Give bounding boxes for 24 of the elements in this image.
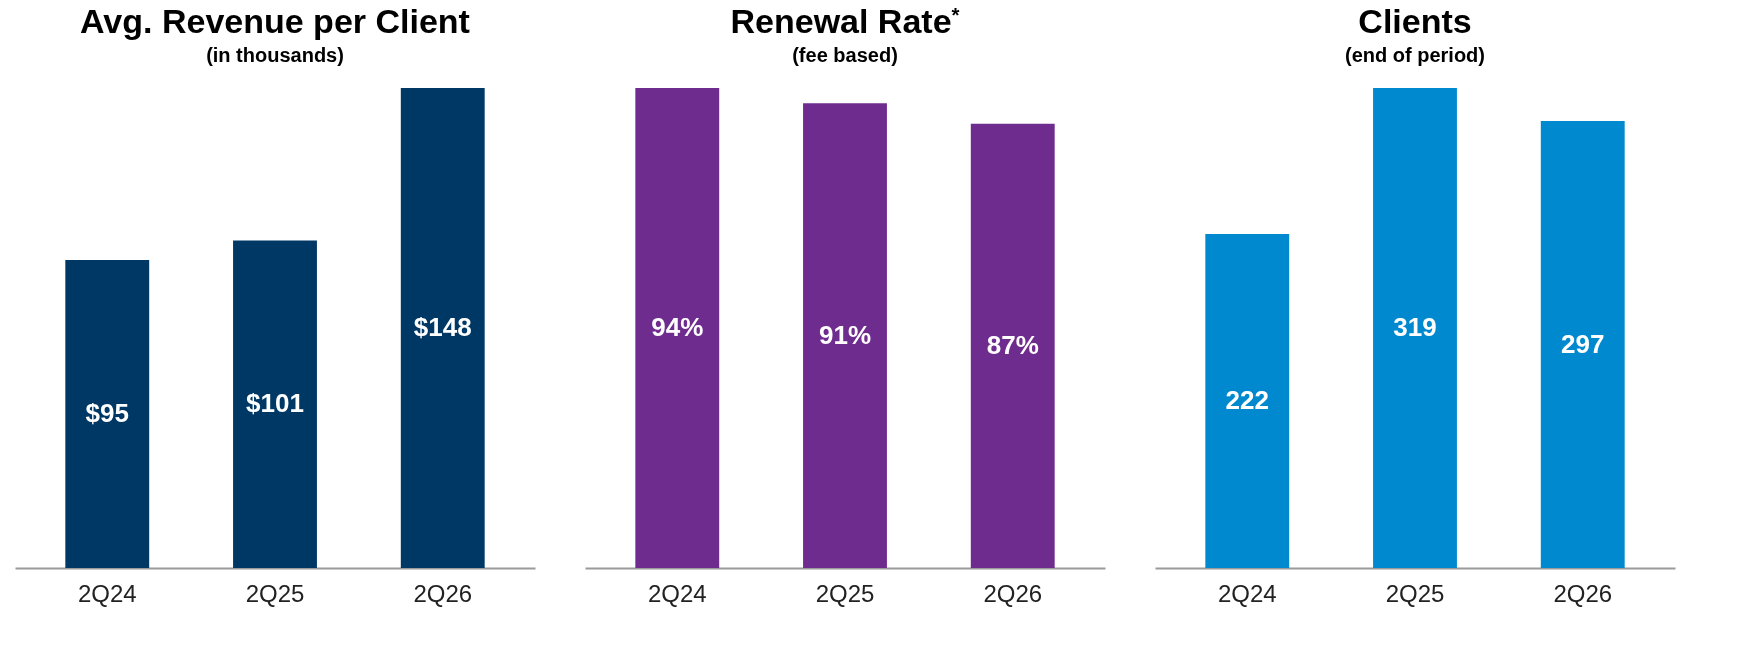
x-tick-label: 2Q25: [1385, 579, 1445, 607]
x-tick-label: 2Q26: [413, 579, 473, 607]
chart-title: Clients: [1358, 2, 1472, 40]
chart-title: Avg. Revenue per Client: [80, 2, 470, 40]
data-label: 94%: [651, 312, 704, 342]
x-tick-label: 2Q24: [647, 579, 707, 607]
data-label: 87%: [986, 329, 1039, 360]
chart-title: Renewal Rate$^{*}$: [730, 2, 960, 40]
chart-subtitle: (fee based): [792, 44, 898, 66]
x-tick-label: 2Q26: [1553, 579, 1613, 607]
x-tick-label: 2Q24: [1217, 579, 1277, 607]
x-tick-label: 2Q26: [983, 579, 1043, 607]
data-label: 91%: [818, 319, 872, 350]
chart-subtitle: (end of period): [1345, 44, 1485, 66]
data-label: $148: [413, 312, 472, 342]
x-tick-label: 2Q25: [815, 579, 875, 607]
x-tick-label: 2Q25: [245, 579, 305, 607]
data-label: $101: [246, 388, 304, 419]
chart-subtitle: (in thousands): [206, 44, 344, 66]
data-label: $95: [85, 397, 129, 428]
x-tick-label: 2Q24: [77, 579, 137, 607]
data-label: 222: [1225, 384, 1269, 415]
data-label: 297: [1561, 328, 1605, 359]
data-label: 319: [1393, 312, 1437, 342]
